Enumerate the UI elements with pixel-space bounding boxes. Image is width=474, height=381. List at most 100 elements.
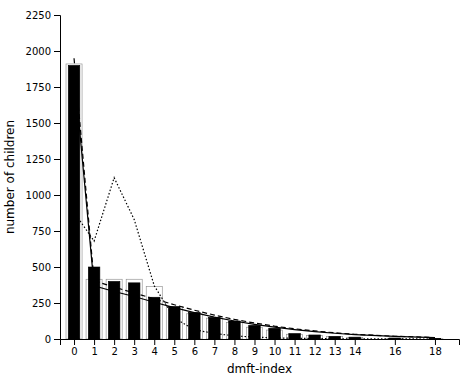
bar-series [66,64,443,339]
plot-area: 0123456789101112131416180250500750100012… [26,10,460,357]
x-tick-label: 18 [429,346,442,357]
y-tick: 2000 [26,46,60,57]
x-tick-mark [94,339,95,345]
y-tick-mark [54,195,60,196]
y-tick: 1000 [26,190,60,201]
line [74,70,435,338]
y-tick-mark [54,303,60,304]
x-tick: 16 [389,339,402,357]
x-tick-mark [154,339,155,345]
x-tick-label: 4 [152,346,158,357]
x-tick: 3 [131,339,137,357]
y-tick: 0 [45,334,60,345]
x-tick-label: 0 [71,346,77,357]
x-tick-mark [295,339,296,345]
x-tick-label: 5 [172,346,178,357]
y-tick-label: 0 [45,334,51,345]
y-tick-mark [54,123,60,124]
y-tick-label: 2000 [26,46,51,57]
x-tick-mark [254,339,255,345]
x-tick-mark [395,339,396,345]
x-tick: 4 [152,339,158,357]
bar [206,318,222,339]
x-tick: 11 [289,339,302,357]
x-tick-mark [435,339,436,345]
x-tick-label: 7 [212,346,218,357]
y-tick: 1500 [26,118,60,129]
x-tick: 14 [349,339,362,357]
y-tick: 1250 [26,154,60,165]
bar [146,286,162,339]
bar-series [68,65,440,339]
x-tick-label: 8 [232,346,238,357]
y-tick-label: 500 [32,262,51,273]
line [74,178,435,339]
y-tick: 500 [32,262,60,273]
y-tick-mark [54,15,60,16]
bar [166,307,182,339]
y-tick-mark [54,159,60,160]
x-tick: 0 [71,339,77,357]
x-tick-mark [214,339,215,345]
line [74,58,435,337]
chart: 0123456789101112131416180250500750100012… [0,0,474,381]
bar [189,312,201,339]
x-tick: 18 [429,339,442,357]
y-tick-label: 1500 [26,118,51,129]
bar [329,336,341,339]
x-tick: 1 [91,339,97,357]
x-tick: 9 [252,339,258,357]
x-tick-label: 16 [389,346,402,357]
x-tick: 6 [192,339,198,357]
x-tick-mark [315,339,316,345]
x-tick-mark [234,339,235,345]
x-tick: 12 [309,339,322,357]
x-tick-mark [335,339,336,345]
x-tick-label: 12 [309,346,322,357]
x-tick-label: 2 [111,346,117,357]
y-tick-mark [54,267,60,268]
x-tick: 10 [269,339,282,357]
x-axis: 012345678910111213141618 [61,339,460,357]
x-tick: 5 [172,339,178,357]
y-axis-line [54,16,61,340]
y-axis: 0 250 500 750 1000 1250 1500 1750 2000 2250 [26,10,61,345]
y-tick: 250 [32,298,60,309]
x-tick-label: 6 [192,346,198,357]
x-tick: 8 [232,339,238,357]
bar [169,307,181,339]
bar [66,64,82,339]
x-tick: 2 [111,339,117,357]
y-tick-label: 1000 [26,190,51,201]
bar [209,317,221,339]
y-tick-mark [54,339,60,340]
y-tick-label: 250 [32,298,51,309]
y-tick: 1750 [26,82,60,93]
x-tick-label: 14 [349,346,362,357]
y-tick: 2250 [26,10,60,21]
y-tick-mark [54,87,60,88]
x-tick-label: 11 [289,346,302,357]
x-tick-mark [74,339,75,345]
y-tick-label: 1750 [26,82,51,93]
x-tick-mark [355,339,356,345]
x-tick-label: 9 [252,346,258,357]
x-tick-label: 3 [131,346,137,357]
x-axis-title: dmft-index [227,362,292,376]
y-tick: 750 [32,226,60,237]
x-axis-line [61,340,460,346]
y-axis-title: number of children [3,120,17,234]
x-tick-label: 1 [91,346,97,357]
x-tick-mark [174,339,175,345]
bar [126,279,142,339]
x-tick-label: 13 [329,346,342,357]
x-tick: 7 [212,339,218,357]
y-tick-label: 2250 [26,10,51,21]
y-tick-mark [54,231,60,232]
y-tick-label: 1250 [26,154,51,165]
x-tick: 13 [329,339,342,357]
x-tick-mark [275,339,276,345]
x-tick-mark [134,339,135,345]
x-tick-mark [114,339,115,345]
x-tick-mark [194,339,195,345]
